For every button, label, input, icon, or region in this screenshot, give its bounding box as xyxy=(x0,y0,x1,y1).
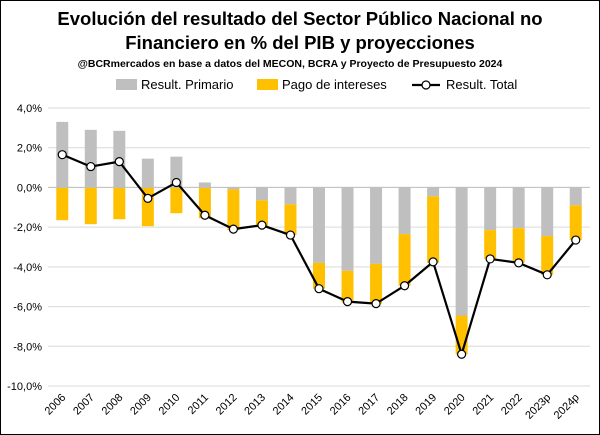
y-tick-label: -6,0% xyxy=(13,302,42,314)
point-result-total xyxy=(428,257,438,267)
x-tick-label: 2017 xyxy=(356,392,382,418)
point-result-total xyxy=(542,270,552,280)
x-tick-label: 2012 xyxy=(214,392,240,418)
point-result-total xyxy=(114,157,124,167)
point-result-total xyxy=(200,210,210,220)
point-result-total xyxy=(86,161,96,172)
chart-subtitle: @BCRmercados en base a datos del MECON, … xyxy=(78,58,503,70)
y-tick-label: 2,0% xyxy=(17,143,42,155)
bar-pago-intereses xyxy=(84,187,97,225)
bar-result-primario xyxy=(227,187,240,190)
bar-result-primario xyxy=(141,158,154,188)
total-line-layer xyxy=(57,150,581,359)
point-result-total xyxy=(371,298,381,309)
y-tick-label: -10,0% xyxy=(7,381,42,393)
bar-pago-intereses xyxy=(227,189,240,231)
point-result-total xyxy=(457,349,467,359)
bar-pago-intereses xyxy=(313,262,325,289)
x-tick-label: 2010 xyxy=(157,392,183,418)
x-tick-label: 2018 xyxy=(385,392,411,418)
bar-pago-intereses xyxy=(512,228,525,263)
point-result-total xyxy=(228,224,239,234)
bar-result-primario xyxy=(512,187,525,229)
bars-layer xyxy=(48,121,590,355)
x-tick-label: 2014 xyxy=(271,392,297,418)
bar-result-primario xyxy=(341,187,354,271)
x-tick-label: 2007 xyxy=(71,392,97,418)
bar-result-primario xyxy=(569,187,582,206)
bar-pago-intereses xyxy=(113,187,126,220)
point-result-total xyxy=(143,193,153,203)
bar-pago-intereses xyxy=(284,204,297,236)
bar-pago-intereses xyxy=(569,205,582,241)
bar-result-primario xyxy=(313,187,325,263)
x-tick-label: 2011 xyxy=(186,392,211,417)
bar-pago-intereses xyxy=(255,200,268,227)
x-tick-label: 2009 xyxy=(128,392,154,418)
bar-result-primario xyxy=(427,187,440,197)
legend-label-result-primario: Result. Primario xyxy=(141,77,233,92)
y-tick-label: -4,0% xyxy=(13,262,42,274)
bar-result-primario xyxy=(170,156,183,188)
y-tick-label: 0,0% xyxy=(17,182,42,194)
legend-marker-result-total xyxy=(421,80,431,90)
bar-pago-intereses xyxy=(141,187,154,227)
bar-pago-intereses xyxy=(541,236,554,275)
bar-result-primario xyxy=(284,187,297,205)
bar-result-primario xyxy=(484,187,497,231)
bar-result-primario xyxy=(198,182,211,188)
chart-title-line2: Financiero en % del PIB y proyecciones xyxy=(125,32,475,53)
bar-pago-intereses xyxy=(398,234,411,286)
y-tick-label: -2,0% xyxy=(13,222,42,234)
bar-result-primario xyxy=(370,187,383,264)
legend-label-result-total: Result. Total xyxy=(446,77,517,92)
bar-pago-intereses xyxy=(341,270,354,303)
bar-pago-intereses xyxy=(455,315,468,355)
point-result-total xyxy=(285,230,296,240)
y-axis: 4,0% 2,0% 0,0% -2,0% -4,0% -6,0% -8,0% -10,0% xyxy=(7,103,42,393)
x-tick-label: 2015 xyxy=(299,392,325,418)
y-tick-label: 4,0% xyxy=(17,103,42,115)
x-tick-label: 2016 xyxy=(328,392,354,418)
point-result-total xyxy=(514,258,524,268)
bar-pago-intereses xyxy=(170,187,183,214)
legend-label-pago-intereses: Pago de intereses xyxy=(282,77,387,92)
legend: Result. Primario Pago de intereses Result.… xyxy=(116,77,517,92)
bar-result-primario xyxy=(455,187,468,316)
bar-result-primario xyxy=(84,129,97,188)
x-tick-label: 2013 xyxy=(242,392,268,418)
point-result-total xyxy=(57,150,67,160)
bar-pago-intereses xyxy=(198,187,211,219)
x-tick-label: 2006 xyxy=(43,392,69,418)
bar-result-primario xyxy=(398,187,411,235)
bar-pago-intereses xyxy=(427,196,440,263)
x-tick-label: 2020 xyxy=(442,392,468,418)
point-result-total xyxy=(342,297,353,307)
x-tick-label: 2019 xyxy=(413,392,439,418)
point-result-total xyxy=(485,254,495,264)
point-result-total xyxy=(257,220,267,230)
bar-result-primario xyxy=(541,187,554,237)
x-tick-label: 2023p xyxy=(523,392,553,422)
bar-result-primario xyxy=(255,187,268,201)
point-result-total xyxy=(314,284,324,294)
x-tick-label: 2024p xyxy=(552,392,582,422)
point-result-total xyxy=(571,235,581,245)
bar-pago-intereses xyxy=(56,187,69,221)
point-result-total xyxy=(171,177,181,188)
legend-swatch-result-primario xyxy=(116,79,137,90)
x-tick-label: 2022 xyxy=(499,392,525,418)
point-result-total xyxy=(399,281,410,291)
y-tick-label: -8,0% xyxy=(13,341,42,353)
x-tick-label: 2008 xyxy=(100,392,126,418)
bar-pago-intereses xyxy=(370,263,383,304)
bar-pago-intereses xyxy=(484,230,497,259)
x-tick-label: 2021 xyxy=(470,392,496,418)
x-axis: 2006 2007 2008 2009 2010 2011 2012 2013 2014 2015… xyxy=(43,392,582,422)
legend-swatch-pago-intereses xyxy=(257,79,278,90)
chart-title-line1: Evolución del resultado del Sector Públi… xyxy=(57,8,542,29)
